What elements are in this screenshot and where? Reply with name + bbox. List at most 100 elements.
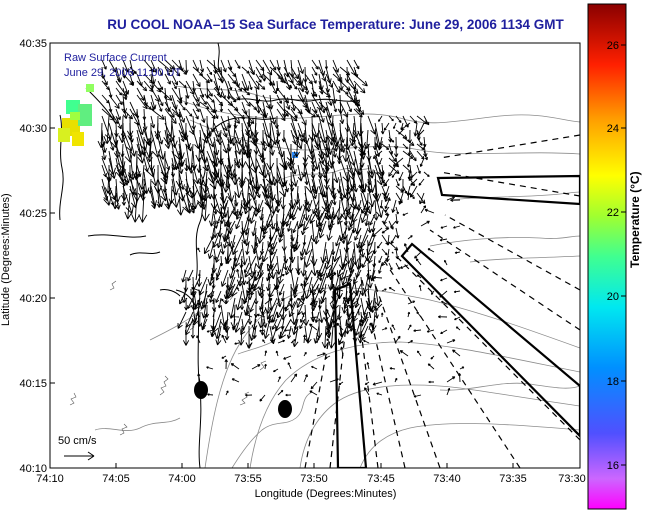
y-tick-label: 40:10	[19, 463, 47, 475]
current-vector	[384, 206, 390, 213]
current-vector	[157, 87, 173, 101]
sst-patches	[58, 84, 298, 158]
current-vector	[258, 287, 266, 292]
current-vector	[187, 297, 194, 309]
current-vector	[290, 339, 296, 344]
current-vector	[255, 185, 261, 199]
current-vector	[244, 313, 253, 318]
current-vector	[269, 108, 277, 125]
current-vector	[428, 380, 434, 384]
current-vector	[249, 297, 257, 313]
current-vector	[199, 94, 207, 105]
current-vector	[325, 73, 334, 88]
current-vector	[164, 122, 172, 138]
current-vector	[136, 136, 146, 164]
plot-frame	[49, 42, 581, 469]
current-vector	[101, 185, 109, 201]
current-vector	[394, 143, 399, 158]
current-vector	[206, 185, 212, 200]
current-vector	[275, 350, 279, 357]
current-vector	[311, 316, 318, 319]
current-vector	[157, 185, 164, 208]
current-vector	[285, 393, 292, 397]
current-vector	[413, 329, 422, 333]
current-vector	[243, 262, 250, 274]
current-vector	[377, 136, 383, 151]
current-vector	[383, 178, 390, 187]
current-vector	[366, 362, 370, 370]
current-vector	[297, 129, 304, 143]
current-vector	[446, 376, 456, 383]
current-vector	[236, 287, 240, 292]
current-vector	[338, 381, 344, 386]
current-vector	[384, 192, 390, 202]
current-vector	[353, 101, 365, 116]
current-vector	[342, 274, 352, 279]
current-vector	[312, 290, 320, 304]
current-vector	[275, 311, 279, 318]
current-vector	[234, 59, 241, 69]
surface-current-vectors	[97, 59, 465, 402]
current-vector	[410, 178, 418, 186]
current-vector	[164, 66, 170, 76]
current-vector	[199, 192, 206, 210]
current-vector	[420, 220, 430, 227]
current-vector	[220, 59, 227, 73]
current-vector	[277, 273, 285, 279]
current-vector	[366, 273, 370, 279]
current-vector	[427, 363, 435, 370]
current-vector	[206, 87, 213, 97]
current-vector	[390, 234, 397, 244]
current-vector	[108, 136, 115, 151]
current-vector	[306, 325, 313, 344]
current-vector	[402, 143, 409, 150]
current-vector	[122, 171, 129, 186]
current-vector	[143, 129, 151, 147]
current-vector	[383, 122, 390, 131]
current-vector	[341, 248, 348, 268]
current-vector	[264, 298, 273, 305]
x-tick-label: 73:40	[433, 473, 461, 485]
current-vector	[234, 171, 242, 199]
current-vector	[168, 185, 175, 204]
current-vector	[230, 363, 240, 370]
x-tick-label: 73:30	[558, 473, 586, 485]
current-vector	[301, 312, 305, 318]
current-vector	[224, 321, 228, 331]
current-vector	[353, 59, 360, 70]
current-vector	[378, 255, 383, 264]
current-vector	[346, 80, 359, 95]
current-vector	[368, 248, 376, 264]
current-vector	[246, 290, 253, 294]
current-vector	[391, 171, 397, 178]
current-vector	[227, 59, 233, 71]
current-vector	[379, 199, 383, 209]
current-vector	[402, 136, 415, 147]
current-vector	[234, 80, 243, 92]
current-vector	[190, 325, 195, 339]
y-tick-label: 40:20	[19, 293, 47, 305]
current-vector	[216, 234, 222, 249]
current-vector	[243, 290, 250, 305]
current-vector	[385, 248, 390, 263]
current-vector	[240, 297, 245, 310]
current-vector	[115, 87, 123, 96]
current-vector	[275, 255, 282, 275]
current-vector	[101, 108, 115, 121]
current-vector	[346, 101, 352, 113]
current-vector	[320, 290, 327, 305]
current-vector	[185, 108, 193, 117]
current-vector	[286, 325, 292, 339]
current-vector	[297, 164, 303, 182]
current-vector	[419, 157, 425, 167]
current-vector	[213, 108, 219, 120]
current-vector	[178, 108, 186, 123]
current-vector	[311, 108, 320, 118]
current-vector	[156, 192, 162, 208]
current-vector	[430, 355, 435, 360]
current-vector	[185, 87, 190, 99]
current-vector	[269, 80, 277, 95]
current-vector	[256, 313, 266, 318]
current-vector	[108, 192, 115, 206]
current-vector	[367, 220, 372, 234]
